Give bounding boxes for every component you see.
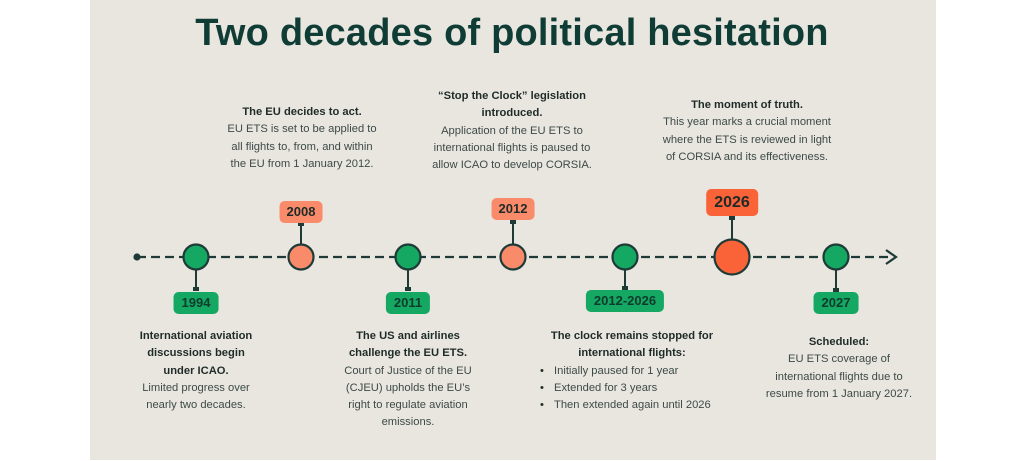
event-body-line: Limited progress over <box>142 381 250 394</box>
event-heading: Scheduled: <box>808 336 870 348</box>
event-body-line: (CJEU) upholds the EU’s <box>345 381 471 394</box>
node-2026 <box>713 238 751 276</box>
event-2012-2026-description: The clock remains stopped for internatio… <box>537 328 727 415</box>
bullet-item: Initially paused for 1 year <box>537 363 727 381</box>
year-badge-2012: 2012 <box>491 198 535 220</box>
page-title: Two decades of political hesitation <box>195 12 829 54</box>
event-heading: international flights: <box>578 347 686 360</box>
event-heading: under ICAO. <box>163 364 229 377</box>
event-body-line: international flights due to <box>775 370 903 383</box>
event-body-line: allow ICAO to develop CORSIA. <box>432 159 592 172</box>
node-1994 <box>182 243 210 271</box>
year-badge-2012-2026: 2012-2026 <box>585 290 665 312</box>
event-body-line: resume from 1 January 2027. <box>765 387 913 400</box>
year-badge-1994: 1994 <box>173 292 219 314</box>
event-body-line: of CORSIA and its effectiveness. <box>665 150 829 163</box>
event-body-line: Court of Justice of the EU <box>344 364 472 377</box>
event-heading: The EU decides to act. <box>242 106 362 118</box>
arrow-right-icon <box>885 249 898 265</box>
bullet-item: Extended for 3 years <box>537 380 727 398</box>
event-body-line: This year marks a crucial moment <box>663 116 831 129</box>
event-heading: “Stop the Clock” legislation <box>438 90 586 102</box>
event-heading: The US and airlines <box>356 330 460 342</box>
event-body-line: international flights is paused to <box>433 141 591 154</box>
event-heading: The clock remains stopped for <box>550 330 714 342</box>
year-badge-2008: 2008 <box>279 201 323 223</box>
event-bullet-list: Initially paused for 1 year Extended for… <box>537 363 727 415</box>
node-2008 <box>287 243 315 271</box>
node-2011 <box>394 243 422 271</box>
event-body-line: EU ETS coverage of <box>788 353 890 366</box>
event-2008-description: The EU decides to act. EU ETS is set to … <box>212 104 392 173</box>
event-2012-description: “Stop the Clock” legislation introduced.… <box>417 88 607 174</box>
event-body-line: right to regulate aviation <box>348 399 468 412</box>
bullet-item: Then extended again until 2026 <box>537 397 727 415</box>
event-heading: International aviation <box>139 330 253 342</box>
timeline-start-dot <box>133 253 141 261</box>
event-2026-description: The moment of truth. This year marks a c… <box>652 97 842 166</box>
event-body-line: all flights to, from, and within <box>231 140 373 153</box>
node-2027 <box>822 243 850 271</box>
event-heading: challenge the EU ETS. <box>348 347 468 360</box>
event-body-line: emissions. <box>381 416 435 429</box>
node-2012-2026 <box>611 243 639 271</box>
year-badge-2026: 2026 <box>706 189 758 216</box>
event-body-line: where the ETS is reviewed in light <box>662 133 832 146</box>
event-2011-description: The US and airlines challenge the EU ETS… <box>323 328 493 432</box>
event-body-line: Application of the EU ETS to <box>441 124 583 137</box>
event-body-line: nearly two decades. <box>146 399 246 412</box>
event-body-line: the EU from 1 January 2012. <box>230 157 374 170</box>
event-2027-description: Scheduled: EU ETS coverage of internatio… <box>754 334 924 403</box>
event-heading: discussions begin <box>147 347 245 360</box>
node-2012 <box>499 243 527 271</box>
year-badge-2027: 2027 <box>813 292 859 314</box>
event-heading: The moment of truth. <box>691 99 803 111</box>
event-body-line: EU ETS is set to be applied to <box>227 123 377 136</box>
year-badge-2011: 2011 <box>385 292 431 314</box>
event-1994-description: International aviation discussions begin… <box>121 328 271 414</box>
event-heading: introduced. <box>481 107 543 120</box>
